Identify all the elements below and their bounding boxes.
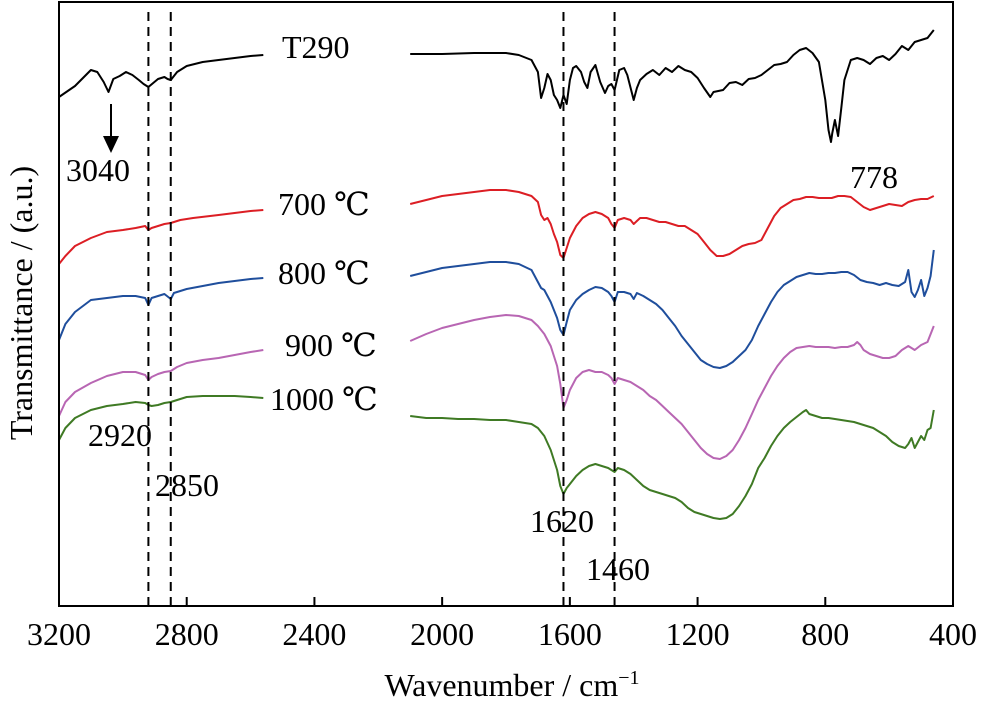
series-label-900: 900 ℃	[285, 327, 377, 363]
x-axis-label-sup: −1	[618, 667, 639, 689]
x-tick-label-1600: 1600	[538, 616, 602, 652]
annotation-1460: 1460	[586, 551, 650, 587]
x-axis-label-text: Wavenumber / cm	[384, 667, 618, 703]
annotation-2920: 2920	[88, 417, 152, 453]
x-axis-ticks: 3200 2800 2400 2000 1600 1200 800 400	[27, 597, 977, 652]
annotation-1620: 1620	[530, 503, 594, 539]
series-line-4	[58, 395, 935, 520]
annotation-778: 778	[850, 159, 898, 195]
x-tick-label-3200: 3200	[27, 616, 91, 652]
x-tick-label-800: 800	[801, 616, 849, 652]
series-label-t290: T290	[282, 29, 350, 65]
annotation-2850: 2850	[155, 467, 219, 503]
series-line-0	[58, 29, 935, 143]
annotation-3040: 3040	[66, 152, 130, 188]
series-label-800: 800 ℃	[278, 255, 370, 291]
arrow-3040	[103, 104, 119, 153]
series-label-1000: 1000 ℃	[270, 381, 378, 417]
x-tick-label-1200: 1200	[666, 616, 730, 652]
series-line-2	[58, 249, 935, 369]
plot-frame	[58, 1, 954, 607]
x-axis-label: Wavenumber / cm−1	[384, 667, 639, 703]
series-layer	[58, 29, 935, 520]
reference-lines	[147, 12, 616, 606]
x-tick-label-2800: 2800	[155, 616, 219, 652]
x-tick-label-400: 400	[929, 616, 977, 652]
x-tick-label-2400: 2400	[282, 616, 346, 652]
series-line-1	[58, 189, 935, 265]
y-axis-label: Transmittance / (a.u.)	[3, 166, 39, 440]
series-line-3	[58, 314, 935, 460]
series-label-700: 700 ℃	[278, 186, 370, 222]
x-tick-label-2000: 2000	[410, 616, 474, 652]
